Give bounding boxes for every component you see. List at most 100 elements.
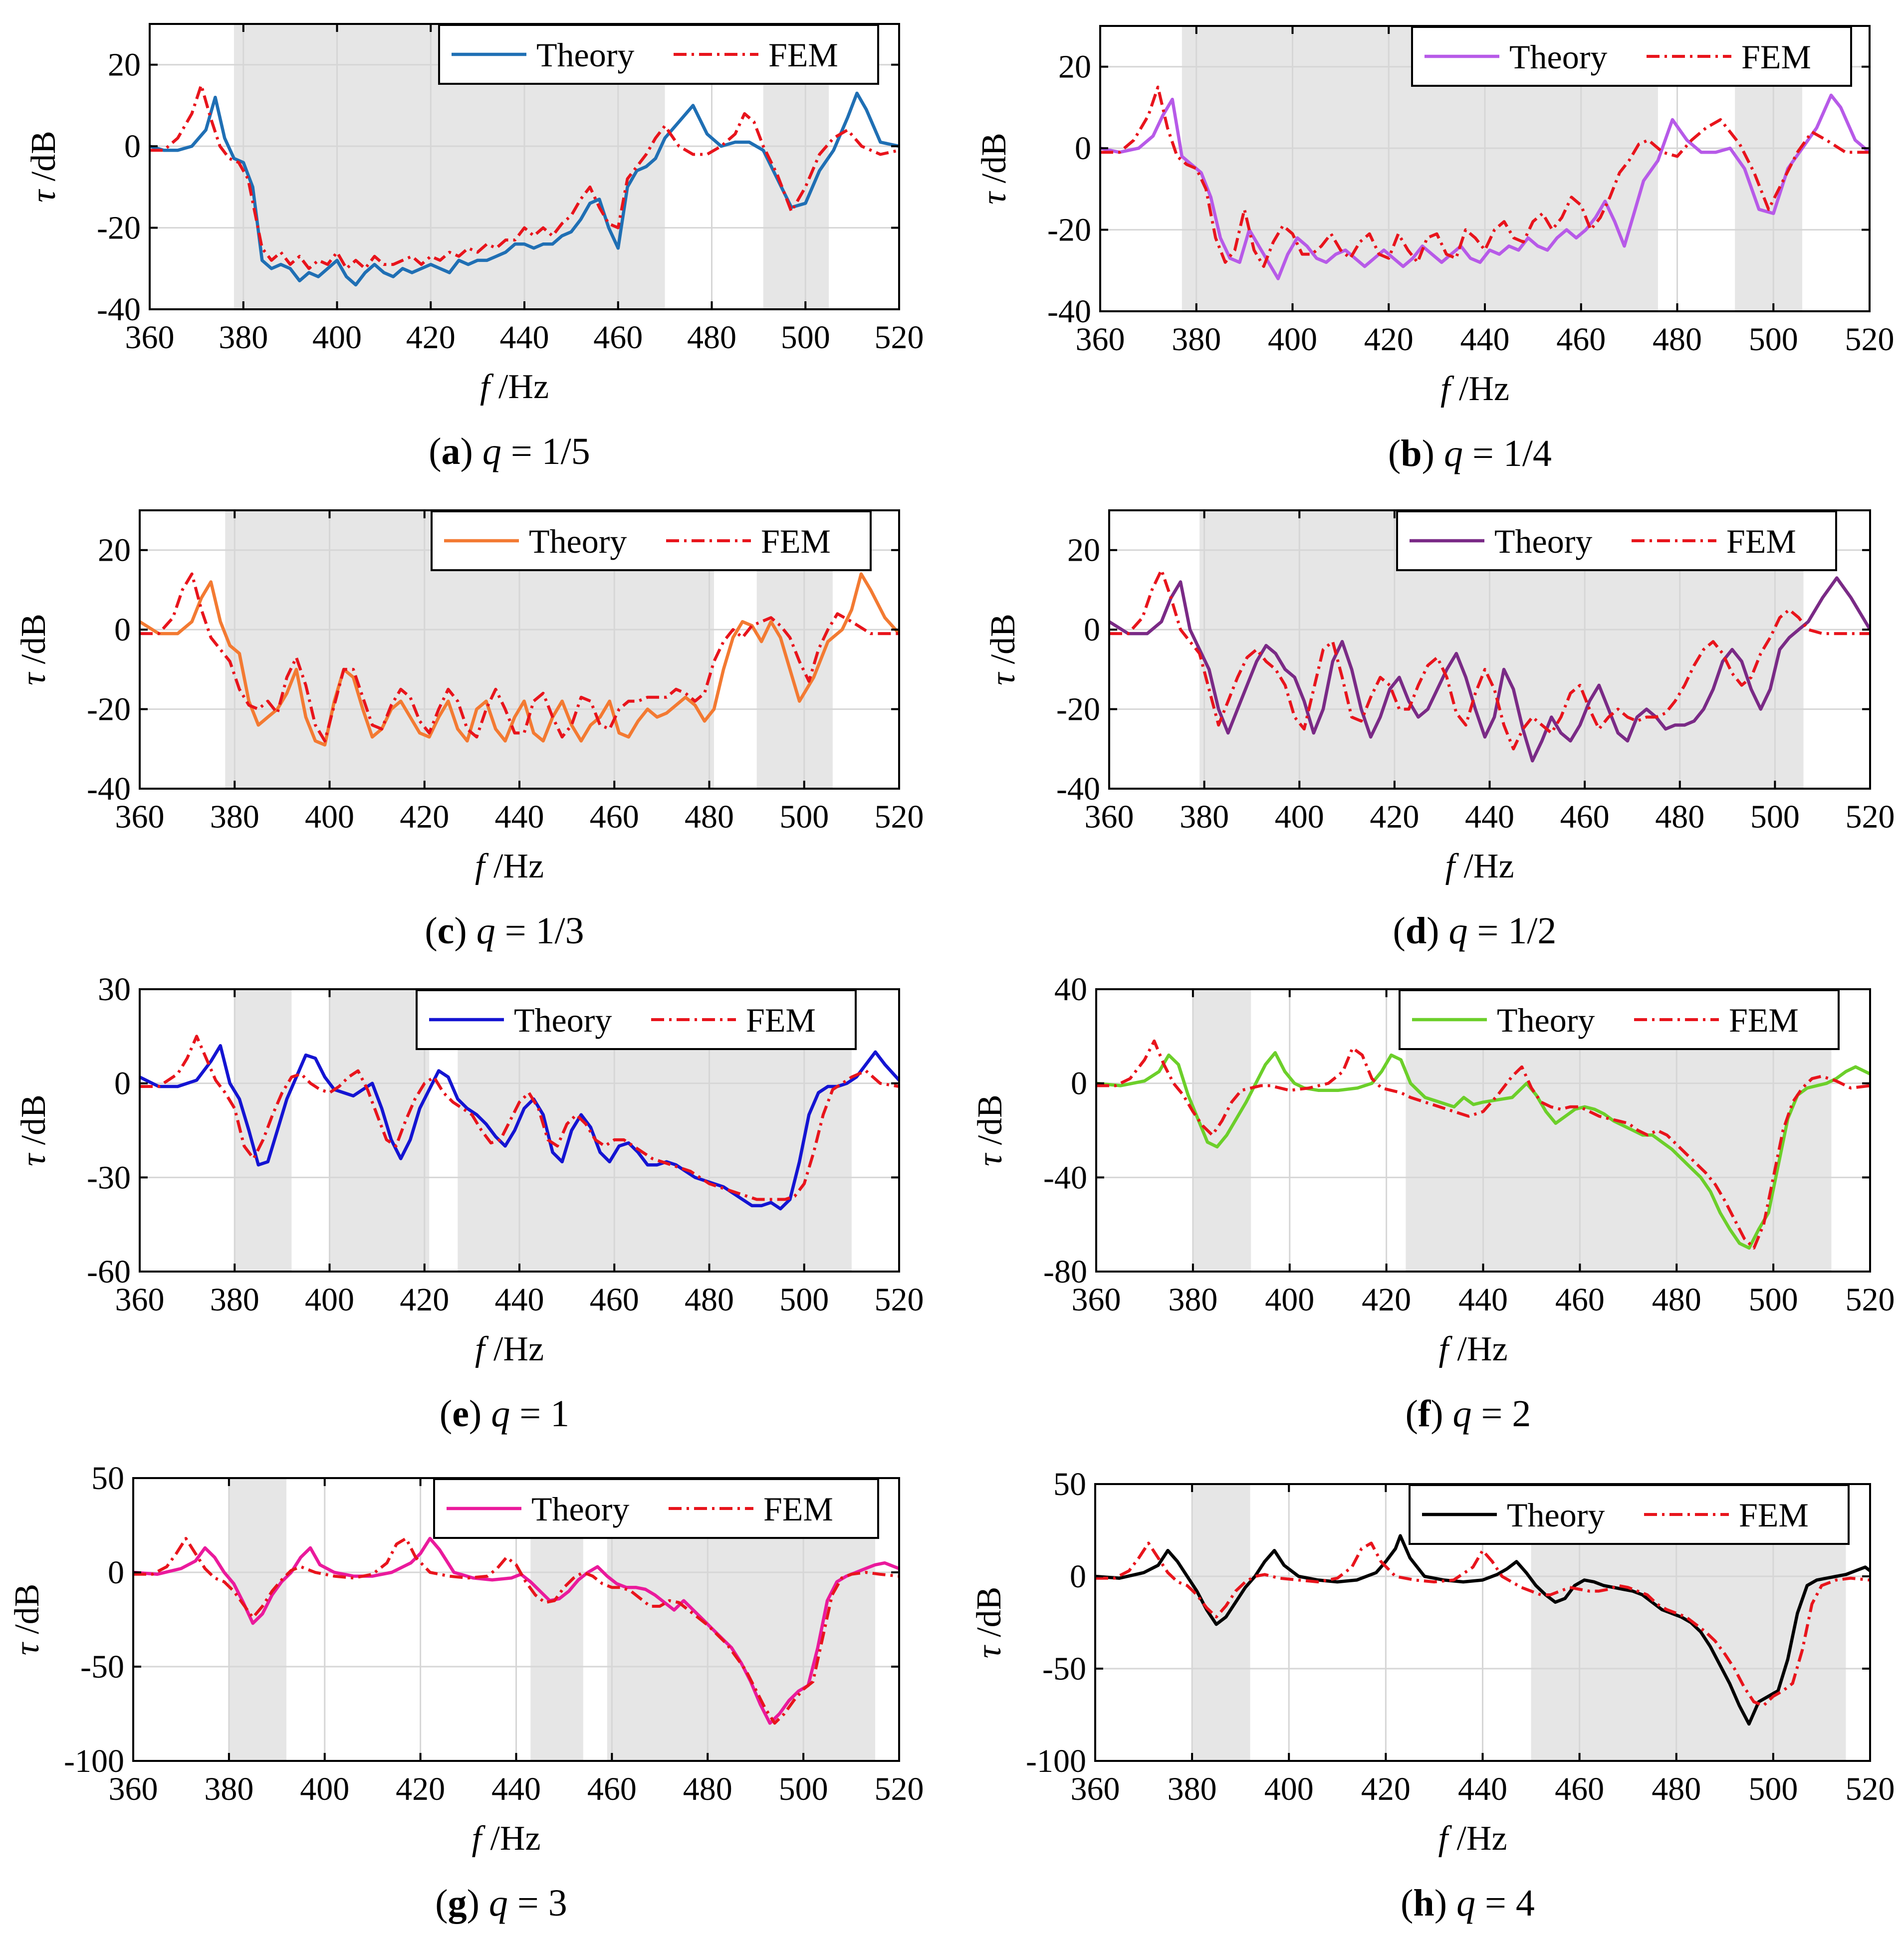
x-tick-label: 500 — [1750, 799, 1800, 835]
x-axis-label: f /Hz — [475, 1330, 544, 1368]
x-tick-label: 420 — [406, 319, 456, 356]
x-tick-label: 420 — [1370, 799, 1419, 835]
x-tick-label: 440 — [500, 319, 549, 356]
x-tick-label: 360 — [1085, 799, 1134, 835]
y-tick-label: -40 — [97, 291, 141, 328]
x-tick-label: 500 — [779, 1771, 828, 1807]
x-tick-label: 400 — [1265, 1282, 1314, 1318]
x-tick-label: 360 — [1072, 1282, 1121, 1318]
x-tick-label: 360 — [109, 1771, 158, 1807]
theory-series-line — [133, 1536, 899, 1725]
x-tick-label: 480 — [1655, 799, 1704, 835]
fem-series-line — [1109, 568, 1870, 751]
theory-series-line — [1096, 1051, 1870, 1250]
x-tick-label: 420 — [1361, 1771, 1411, 1807]
x-tick-label: 460 — [1560, 799, 1610, 835]
x-tick-label: 520 — [875, 319, 924, 356]
fem-series-line — [140, 1035, 899, 1201]
legend-fem-label: FEM — [1741, 38, 1811, 76]
y-axis-label: τ /dB — [970, 1587, 1008, 1659]
legend-theory-label: Theory — [1509, 38, 1607, 76]
chart-panel-6: 360 380 400 420 440 460 480 500 520 -80 -40 0 40 f /H… — [971, 971, 1895, 1435]
x-tick-label: 440 — [495, 1282, 544, 1318]
chart-panel-7: 360 380 400 420 440 460 480 500 520 -100 -50 0 50 f /… — [8, 1460, 924, 1924]
x-axis-label: f /Hz — [480, 368, 549, 406]
theory-series-line — [1095, 1534, 1870, 1726]
x-tick-label: 500 — [779, 1282, 829, 1318]
y-tick-label: -50 — [80, 1649, 124, 1685]
y-tick-label: 40 — [1054, 971, 1087, 1008]
chart-panel-2: 360 380 400 420 440 460 480 500 520 -40 -20 0 20 f /H… — [975, 25, 1895, 474]
chart-panel-5: 360 380 400 420 440 460 480 500 520 -60 -30 0 30 f /H… — [14, 971, 924, 1435]
x-tick-label: 480 — [683, 1771, 732, 1807]
x-tick-label: 380 — [210, 1282, 259, 1318]
x-tick-label: 480 — [687, 319, 736, 356]
y-tick-label: 30 — [98, 971, 131, 1008]
y-tick-label: -60 — [87, 1254, 131, 1290]
x-tick-label: 400 — [300, 1771, 349, 1807]
x-tick-label: 380 — [210, 799, 259, 835]
x-axis-label: f /Hz — [1438, 1819, 1507, 1858]
x-tick-label: 520 — [1846, 1771, 1895, 1807]
y-axis-label: τ /dB — [14, 614, 53, 685]
fem-series-line — [133, 1537, 899, 1725]
x-tick-label: 520 — [875, 1282, 924, 1318]
x-tick-label: 520 — [1846, 799, 1895, 835]
x-tick-label: 380 — [204, 1771, 253, 1807]
legend-fem-label: FEM — [761, 522, 831, 560]
x-tick-label: 520 — [875, 799, 924, 835]
legend-fem-label: FEM — [1726, 522, 1796, 560]
x-tick-label: 380 — [1168, 1282, 1217, 1318]
x-tick-label: 500 — [779, 799, 829, 835]
y-tick-label: 0 — [114, 612, 131, 648]
fem-series-line — [140, 572, 899, 743]
legend-fem-label: FEM — [1729, 1001, 1799, 1039]
x-tick-label: 500 — [1749, 321, 1798, 358]
legend: Theory FEM — [1396, 510, 1837, 571]
x-axis-label: f /Hz — [1438, 1330, 1507, 1368]
y-tick-label: -40 — [1056, 771, 1100, 807]
y-tick-label: -100 — [64, 1743, 124, 1779]
legend: Theory FEM — [1399, 989, 1840, 1050]
legend-theory-label: Theory — [1494, 522, 1592, 560]
x-tick-label: 400 — [1275, 799, 1324, 835]
fem-series-line — [1095, 1541, 1870, 1707]
x-tick-label: 380 — [1168, 1771, 1217, 1807]
x-tick-label: 440 — [1465, 799, 1514, 835]
y-tick-label: -30 — [87, 1159, 131, 1196]
y-tick-label: -20 — [97, 210, 141, 246]
y-axis-label: τ /dB — [984, 614, 1022, 685]
chart-panel-1: 360 380 400 420 440 460 480 500 520 -40 -20 0 20 f /H… — [24, 23, 924, 472]
x-axis-label: f /Hz — [472, 1819, 540, 1858]
x-tick-label: 520 — [1846, 1282, 1895, 1318]
x-tick-label: 460 — [1555, 1282, 1605, 1318]
x-tick-label: 480 — [1652, 1771, 1701, 1807]
x-tick-label: 460 — [593, 319, 643, 356]
x-tick-label: 460 — [1555, 1771, 1604, 1807]
legend: Theory FEM — [431, 510, 872, 571]
x-tick-label: 400 — [1268, 321, 1317, 358]
panel-caption: (e) q = 1 — [440, 1393, 569, 1435]
y-tick-label: 0 — [108, 1554, 124, 1591]
x-tick-label: 440 — [1458, 1282, 1508, 1318]
y-tick-label: 0 — [1084, 612, 1100, 648]
legend: Theory FEM — [1409, 1484, 1850, 1545]
x-tick-label: 420 — [396, 1771, 445, 1807]
legend-fem-label: FEM — [768, 36, 838, 74]
x-tick-label: 440 — [495, 799, 544, 835]
theory-series-line — [140, 572, 899, 747]
x-tick-label: 480 — [1653, 321, 1702, 358]
y-tick-label: -50 — [1042, 1651, 1086, 1687]
x-tick-label: 360 — [1071, 1771, 1120, 1807]
y-tick-label: 0 — [1071, 1066, 1087, 1102]
x-tick-label: 380 — [219, 319, 268, 356]
panel-caption: (f) q = 2 — [1406, 1393, 1531, 1435]
x-tick-label: 480 — [1652, 1282, 1701, 1318]
y-axis-label: τ /dB — [8, 1584, 46, 1656]
panel-caption: (b) q = 1/4 — [1388, 432, 1552, 474]
x-tick-label: 400 — [312, 319, 362, 356]
legend-theory-label: Theory — [1497, 1001, 1595, 1039]
x-tick-label: 520 — [1845, 321, 1895, 358]
x-tick-label: 500 — [1749, 1282, 1798, 1318]
